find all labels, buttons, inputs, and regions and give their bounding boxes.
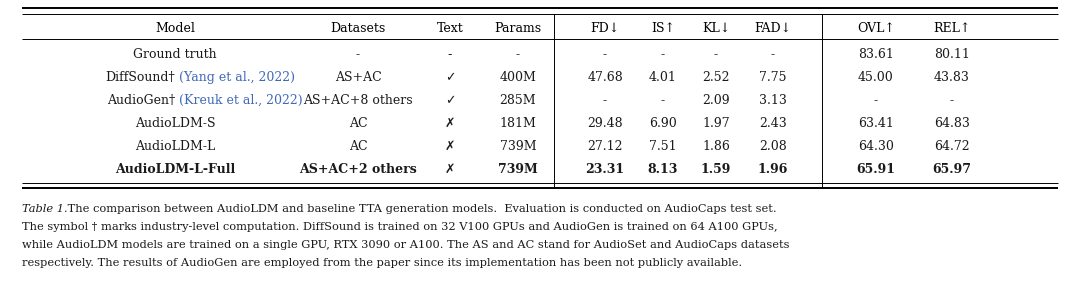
Text: 64.83: 64.83 — [934, 117, 970, 130]
Text: -: - — [516, 48, 521, 61]
Text: AS+AC+2 others: AS+AC+2 others — [299, 163, 417, 176]
Text: 4.01: 4.01 — [649, 71, 677, 84]
Text: 7.75: 7.75 — [759, 71, 786, 84]
Text: KL↓: KL↓ — [702, 21, 730, 34]
Text: 64.30: 64.30 — [859, 140, 894, 153]
Text: 7.51: 7.51 — [649, 140, 677, 153]
Text: 64.72: 64.72 — [934, 140, 970, 153]
Text: 2.08: 2.08 — [759, 140, 787, 153]
Text: The symbol † marks industry-level computation. DiffSound is trained on 32 V100 G: The symbol † marks industry-level comput… — [22, 222, 778, 232]
Text: 23.31: 23.31 — [585, 163, 624, 176]
Text: ✗: ✗ — [445, 163, 456, 176]
Text: AC: AC — [349, 117, 367, 130]
Text: REL↑: REL↑ — [933, 21, 971, 34]
Text: Ground truth: Ground truth — [133, 48, 217, 61]
Text: ✓: ✓ — [445, 71, 456, 84]
Text: 6.90: 6.90 — [649, 117, 677, 130]
Text: 285M: 285M — [500, 94, 537, 107]
Text: OVL↑: OVL↑ — [858, 21, 895, 34]
Text: 1.97: 1.97 — [702, 117, 730, 130]
Text: 83.61: 83.61 — [859, 48, 894, 61]
Text: Params: Params — [495, 21, 541, 34]
Text: 400M: 400M — [500, 71, 537, 84]
Text: ✓: ✓ — [445, 94, 456, 107]
Text: -: - — [661, 94, 665, 107]
Text: AudioLDM-L: AudioLDM-L — [135, 140, 215, 153]
Text: Datasets: Datasets — [330, 21, 386, 34]
Text: 2.09: 2.09 — [702, 94, 730, 107]
Text: 8.13: 8.13 — [648, 163, 678, 176]
Text: The comparison between AudioLDM and baseline TTA generation models.  Evaluation : The comparison between AudioLDM and base… — [64, 204, 777, 214]
Text: 65.97: 65.97 — [932, 163, 972, 176]
Text: 65.91: 65.91 — [856, 163, 895, 176]
Text: AS+AC: AS+AC — [335, 71, 381, 84]
Text: 63.41: 63.41 — [859, 117, 894, 130]
Text: -: - — [874, 94, 878, 107]
Text: (Kreuk et al., 2022): (Kreuk et al., 2022) — [175, 94, 302, 107]
Text: 27.12: 27.12 — [588, 140, 623, 153]
Text: -: - — [714, 48, 718, 61]
Text: 29.48: 29.48 — [588, 117, 623, 130]
Text: 1.86: 1.86 — [702, 140, 730, 153]
Text: -: - — [950, 94, 954, 107]
Text: 2.43: 2.43 — [759, 117, 787, 130]
Text: Text: Text — [436, 21, 463, 34]
Text: -: - — [771, 48, 775, 61]
Text: 80.11: 80.11 — [934, 48, 970, 61]
Text: Table 1.: Table 1. — [22, 204, 68, 214]
Text: -: - — [603, 94, 607, 107]
Text: 1.96: 1.96 — [758, 163, 788, 176]
Text: 2.52: 2.52 — [702, 71, 730, 84]
Text: respectively. The results of AudioGen are employed from the paper since its impl: respectively. The results of AudioGen ar… — [22, 258, 742, 268]
Text: ✗: ✗ — [445, 117, 456, 130]
Text: while AudioLDM models are trained on a single GPU, RTX 3090 or A100. The AS and : while AudioLDM models are trained on a s… — [22, 240, 789, 250]
Text: 3.13: 3.13 — [759, 94, 787, 107]
Text: IS↑: IS↑ — [651, 21, 675, 34]
Text: -: - — [356, 48, 360, 61]
Text: AS+AC+8 others: AS+AC+8 others — [303, 94, 413, 107]
Text: 1.59: 1.59 — [701, 163, 731, 176]
Text: -: - — [661, 48, 665, 61]
Text: -: - — [603, 48, 607, 61]
Text: AudioLDM-S: AudioLDM-S — [135, 117, 215, 130]
Text: ✗: ✗ — [445, 140, 456, 153]
Text: 181M: 181M — [500, 117, 537, 130]
Text: FAD↓: FAD↓ — [755, 21, 792, 34]
Text: FD↓: FD↓ — [591, 21, 620, 34]
Text: (Yang et al., 2022): (Yang et al., 2022) — [175, 71, 295, 84]
Text: 739M: 739M — [498, 163, 538, 176]
Text: AudioGen†: AudioGen† — [107, 94, 175, 107]
Text: AudioLDM-L-Full: AudioLDM-L-Full — [114, 163, 235, 176]
Text: -: - — [448, 48, 453, 61]
Text: 47.68: 47.68 — [588, 71, 623, 84]
Text: 739M: 739M — [500, 140, 537, 153]
Text: 43.83: 43.83 — [934, 71, 970, 84]
Text: 45.00: 45.00 — [859, 71, 894, 84]
Text: Model: Model — [156, 21, 194, 34]
Text: AC: AC — [349, 140, 367, 153]
Text: DiffSound†: DiffSound† — [106, 71, 175, 84]
